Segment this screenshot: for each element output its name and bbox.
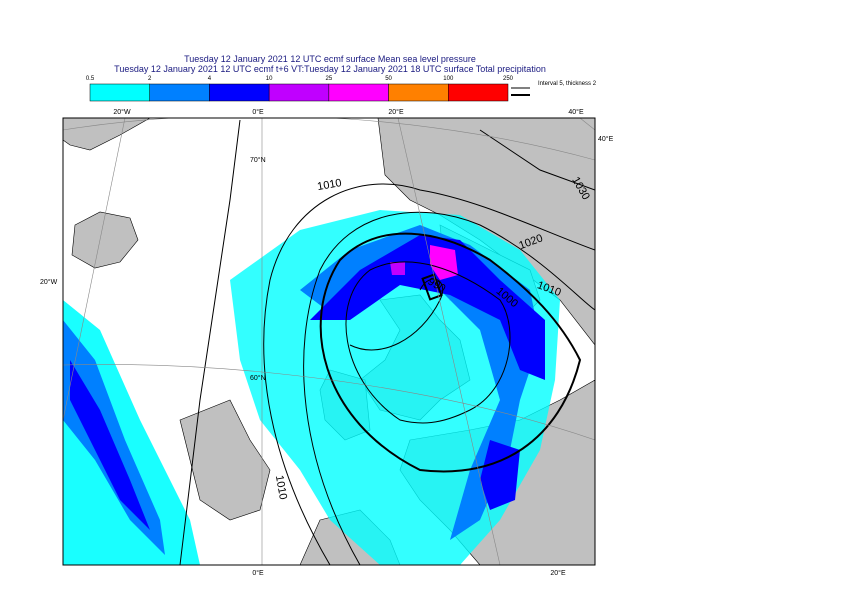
lon-label: 0°E <box>252 108 264 116</box>
colorbar-box <box>149 83 210 102</box>
title-line-1: Tuesday 12 January 2021 12 UTC ecmf surf… <box>184 54 476 64</box>
colorbar-box <box>268 83 330 102</box>
colorbar-label: 25 <box>326 76 333 82</box>
colorbar-box <box>388 83 449 102</box>
colorbar-label: 250 <box>503 76 514 82</box>
colorbar-box <box>448 83 509 102</box>
lon-label: 0°E <box>252 569 264 577</box>
colorbar-box <box>328 83 389 102</box>
colorbar-label: 0.5 <box>86 76 95 82</box>
colorbar: 0.5 2 4 10 25 50 100 250 <box>86 76 514 102</box>
map-frame <box>62 117 596 566</box>
title-line-2: Tuesday 12 January 2021 12 UTC ecmf t+6 … <box>114 64 546 74</box>
colorbar-label: 100 <box>443 76 454 82</box>
colorbar-box <box>89 83 150 102</box>
lon-label: 20°E <box>388 108 404 116</box>
lat-label: 60°N <box>250 374 266 382</box>
legend-text: Interval 5, thickness 2 <box>538 81 597 87</box>
colorbar-label: 10 <box>266 76 273 82</box>
colorbar-label: 4 <box>208 76 212 82</box>
lon-label: 20°W <box>113 108 131 116</box>
lat-label: 20°W <box>40 278 58 286</box>
contour-label: 1010 <box>316 177 342 193</box>
lon-label: 40°E <box>568 108 584 116</box>
colorbar-box <box>209 83 270 102</box>
map <box>63 118 595 565</box>
contour-label: 1010 <box>273 474 289 500</box>
graticule <box>63 118 595 565</box>
colorbar-label: 2 <box>148 76 152 82</box>
lon-label: 40°E <box>598 135 614 143</box>
colorbar-label: 50 <box>385 76 392 82</box>
lat-label: 70°N <box>250 156 266 164</box>
lon-label: 20°E <box>550 569 566 577</box>
